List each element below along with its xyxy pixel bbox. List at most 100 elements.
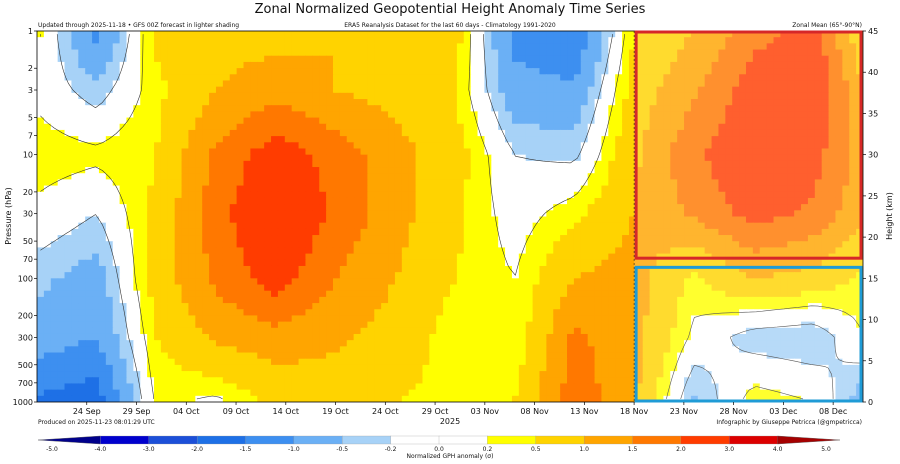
heat-cell (174, 173, 183, 180)
heat-cell (415, 68, 424, 75)
heat-cell (243, 191, 251, 199)
heat-cell (298, 185, 307, 193)
heat-cell (367, 148, 375, 156)
heat-cell (305, 272, 313, 279)
heat-cell (78, 31, 86, 38)
heat-cell (360, 222, 368, 230)
heat-cell (147, 160, 155, 168)
heat-cell (553, 111, 561, 119)
heat-cell (436, 123, 444, 131)
heat-cell (477, 61, 486, 69)
heat-cell (443, 129, 451, 137)
heat-cell (415, 37, 424, 44)
heat-cell (243, 185, 251, 193)
heat-cell (491, 173, 499, 180)
heat-cell (360, 99, 368, 106)
heat-cell (236, 265, 245, 273)
heat-cell (525, 99, 534, 106)
heat-cell (615, 216, 623, 224)
heat-cell (587, 259, 596, 267)
heat-cell (332, 265, 341, 273)
heat-cell (50, 265, 59, 273)
heat-cell (367, 272, 375, 279)
heat-cell (525, 272, 534, 279)
heat-cell (573, 210, 582, 218)
heat-cell (580, 247, 589, 255)
heat-cell (560, 92, 568, 100)
heat-cell (360, 49, 368, 57)
heat-cell (126, 241, 134, 249)
heat-cell (126, 235, 134, 242)
heat-cell (415, 99, 424, 106)
heat-cell (525, 265, 534, 273)
heat-cell (580, 167, 589, 174)
heat-cell (408, 216, 417, 224)
heat-cell (484, 142, 492, 150)
heat-cell (360, 284, 368, 292)
heat-cell (450, 92, 458, 100)
heat-cell (374, 92, 382, 100)
heat-cell (319, 235, 327, 242)
heat-cell (388, 80, 396, 88)
heat-cell (98, 74, 107, 82)
heat-cell (429, 136, 437, 143)
heat-cell (78, 272, 86, 279)
heat-cell (518, 68, 527, 75)
heat-cell (594, 222, 603, 230)
heat-cell (43, 235, 52, 242)
heat-cell (511, 253, 520, 261)
heat-cell (539, 74, 547, 82)
heat-cell (573, 105, 582, 112)
heat-cell (560, 154, 568, 162)
heat-cell (140, 154, 148, 162)
heat-cell (374, 31, 382, 38)
heat-cell (202, 31, 210, 38)
heat-cell (573, 241, 582, 249)
heat-cell (50, 228, 59, 236)
heat-cell (477, 129, 486, 137)
heat-cell (518, 43, 527, 51)
heat-cell (339, 31, 348, 38)
heat-cell (215, 31, 224, 38)
heat-cell (539, 80, 547, 88)
heat-cell (339, 259, 348, 267)
heat-cell (560, 49, 568, 57)
heat-cell (181, 278, 190, 286)
heat-cell (374, 278, 382, 286)
heat-cell (567, 241, 575, 249)
heat-cell (477, 173, 486, 180)
heat-cell (229, 92, 238, 100)
heat-cell (470, 185, 479, 193)
heat-cell (436, 167, 444, 174)
heat-cell (277, 197, 286, 205)
heat-cell (202, 80, 210, 88)
heat-cell (147, 253, 155, 261)
heat-cell (50, 105, 59, 112)
heat-cell (394, 265, 403, 273)
heat-cell (332, 284, 341, 292)
heat-cell (43, 99, 52, 106)
heat-cell (332, 259, 341, 267)
heat-cell (64, 86, 73, 94)
heat-cell (50, 241, 59, 249)
heat-cell (477, 86, 486, 94)
heat-cell (243, 80, 251, 88)
heat-cell (319, 210, 327, 218)
heat-cell (140, 204, 148, 211)
heat-cell (133, 92, 141, 100)
heat-cell (388, 204, 396, 211)
heat-cell (174, 49, 183, 57)
heat-cell (518, 235, 527, 242)
heat-cell (491, 61, 499, 69)
heat-cell (50, 204, 59, 211)
heat-cell (332, 253, 341, 261)
heat-cell (284, 216, 293, 224)
heat-cell (443, 259, 451, 267)
heat-cell (181, 86, 190, 94)
heat-cell (264, 148, 272, 156)
heat-cell (222, 61, 231, 69)
heat-cell (57, 197, 66, 205)
heat-cell (450, 61, 458, 69)
heat-cell (271, 222, 279, 230)
heat-cell (628, 154, 637, 162)
